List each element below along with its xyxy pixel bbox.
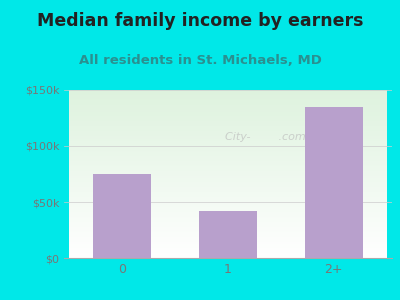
Text: Median family income by earners: Median family income by earners	[37, 12, 363, 30]
Bar	[199, 211, 257, 258]
Text: City-        .com: City- .com	[225, 132, 306, 142]
Bar	[305, 107, 363, 258]
Text: All residents in St. Michaels, MD: All residents in St. Michaels, MD	[78, 54, 322, 67]
Bar	[93, 174, 151, 258]
